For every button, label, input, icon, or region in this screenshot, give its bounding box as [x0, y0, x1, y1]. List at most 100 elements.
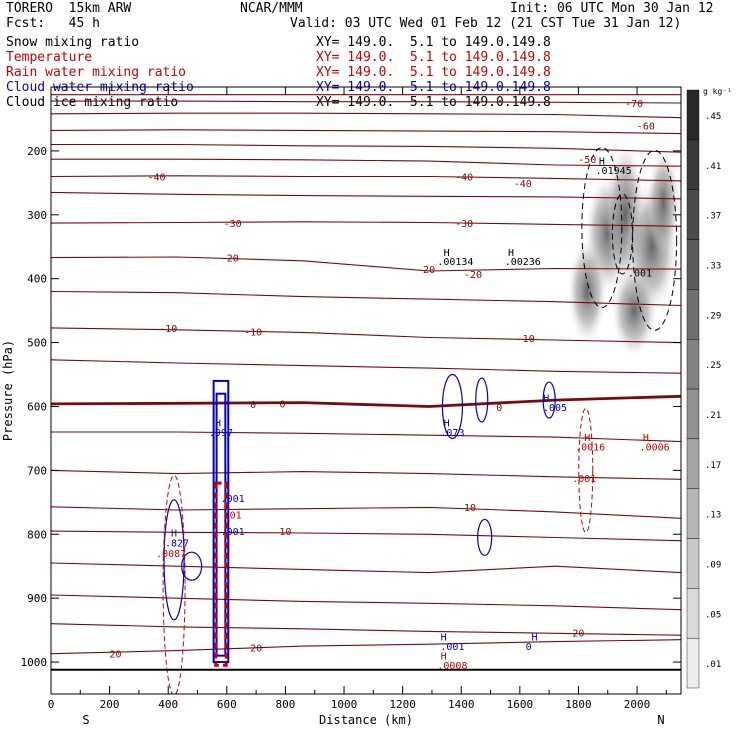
- cloud-water-cell: [475, 377, 489, 423]
- colorbar-segment: [686, 388, 700, 440]
- contour-annotation: .073: [440, 428, 464, 439]
- y-tick-label: 600: [27, 400, 47, 413]
- y-tick-label: 700: [27, 464, 47, 477]
- x-tick-label: 1600: [507, 698, 534, 711]
- legend-label-temperature: Temperature: [6, 50, 93, 65]
- isotherm-label: -40: [147, 172, 165, 183]
- colorbar-label: .29: [705, 311, 721, 321]
- contour-annotation: H: [508, 248, 514, 259]
- isotherm-line: [51, 100, 681, 104]
- x-end-right: N: [657, 713, 664, 727]
- contour-annotation: .0006: [640, 443, 670, 454]
- rain-water-column: [214, 481, 228, 667]
- isotherm-label: -60: [637, 121, 655, 132]
- isotherm-label: 0: [496, 403, 502, 414]
- y-tick-label: 300: [27, 209, 47, 222]
- contour-annotation: H: [584, 433, 590, 444]
- contour-annotation: H: [599, 156, 605, 167]
- legend-xy-snow: XY= 149.0. 5.1 to 149.0.149.8: [316, 35, 551, 50]
- colorbar-label: .17: [705, 461, 721, 471]
- contour-annotation: H: [215, 418, 221, 429]
- snow-contour: [581, 147, 623, 309]
- isotherm-label: -20: [464, 270, 482, 281]
- colorbar-segment: [686, 139, 700, 190]
- contour-annotation: .827: [165, 539, 189, 550]
- colorbar-segment: [686, 488, 700, 539]
- snow-contour: [611, 193, 633, 275]
- legend-xy-rain: XY= 149.0. 5.1 to 149.0.149.8: [316, 65, 551, 80]
- x-end-left: S: [82, 713, 89, 727]
- cloud-water-cell: [441, 373, 464, 440]
- contour-annotation: H: [531, 632, 537, 643]
- colorbar-label: .41: [705, 162, 721, 172]
- isotherm-label: -10: [159, 324, 177, 335]
- isotherm-line: [51, 112, 681, 119]
- cloud-water-cell: [181, 551, 203, 581]
- forecast-hour: Fcst: 45 h: [6, 16, 100, 31]
- isotherm-label: -20: [221, 254, 239, 265]
- colorbar-segment: [686, 89, 700, 141]
- center-label: NCAR/MMM: [240, 1, 303, 16]
- plot-frame: [50, 86, 682, 695]
- x-tick-label: 1800: [565, 698, 592, 711]
- isotherm-line: [51, 594, 681, 611]
- colorbar-segment: [686, 637, 700, 689]
- isotherm-line: [51, 530, 681, 542]
- cloud-water-cell: [477, 518, 493, 557]
- colorbar-segment: [686, 588, 700, 639]
- colorbar-label: .33: [705, 261, 721, 271]
- x-tick-label: 0: [48, 698, 55, 711]
- isotherm-label: 20: [572, 629, 584, 640]
- isotherm-label: -30: [224, 219, 242, 230]
- isotherm-line: [51, 506, 681, 519]
- x-tick-label: 600: [217, 698, 237, 711]
- legend-xy-temperature: XY= 149.0. 5.1 to 149.0.149.8: [316, 50, 551, 65]
- legend-label-rain: Rain water mixing ratio: [6, 65, 187, 80]
- x-tick-label: 400: [158, 698, 178, 711]
- contour-annotation: H: [543, 394, 549, 405]
- contour-annotation: H: [171, 528, 177, 539]
- isotherm-label: -10: [517, 334, 535, 345]
- isotherm-line: [51, 221, 681, 227]
- init-time: Init: 06 UTC Mon 30 Jan 12: [510, 1, 714, 16]
- contour-annotation: H: [441, 652, 447, 663]
- contour-annotation: .01: [224, 510, 242, 521]
- isotherm-label: -30: [455, 219, 473, 230]
- y-tick-label: 900: [27, 592, 47, 605]
- colorbar-unit: g kg⁻¹: [703, 87, 732, 96]
- y-tick-label: 1000: [21, 656, 48, 669]
- y-tick-label: 800: [27, 528, 47, 541]
- isotherm-line: [51, 431, 681, 443]
- rain-water-cell: [578, 407, 594, 533]
- cloud-water-cell: [542, 381, 556, 419]
- isotherm-line: [51, 639, 681, 655]
- rain-water-cell: [162, 474, 186, 694]
- colorbar-label: .21: [705, 411, 721, 421]
- contour-annotation: .001: [221, 494, 245, 505]
- isotherm-label: -20: [417, 265, 435, 276]
- colorbar-label: .13: [705, 511, 721, 521]
- isotherm-label: 10: [464, 503, 476, 514]
- y-tick-label: 400: [27, 273, 47, 286]
- colorbar-label: .45: [705, 112, 721, 122]
- isotherm-label: -40: [514, 179, 532, 190]
- isotherm-label: -70: [625, 99, 643, 110]
- isotherm-line: [51, 256, 681, 272]
- isotherm-label: 0: [250, 400, 256, 411]
- contour-annotation: .00236: [505, 257, 541, 268]
- isotherm-line: [51, 191, 681, 200]
- isotherm-line: [51, 623, 681, 636]
- isotherm-label: 10: [279, 527, 291, 538]
- contour-annotation: .001: [572, 474, 596, 485]
- colorbar-label: .37: [705, 212, 721, 222]
- contour-annotation: H: [444, 418, 450, 429]
- colorbar-segment: [686, 289, 700, 340]
- x-tick-label: 2000: [624, 698, 651, 711]
- model-title: TORERO 15km ARW: [6, 1, 132, 16]
- contour-annotation: .001: [628, 268, 652, 279]
- colorbar-segment: [686, 438, 700, 489]
- colorbar-label: .01: [705, 660, 721, 670]
- valid-time: Valid: 03 UTC Wed 01 Feb 12 (21 CST Tue …: [290, 16, 682, 31]
- colorbar-segment: [686, 538, 700, 589]
